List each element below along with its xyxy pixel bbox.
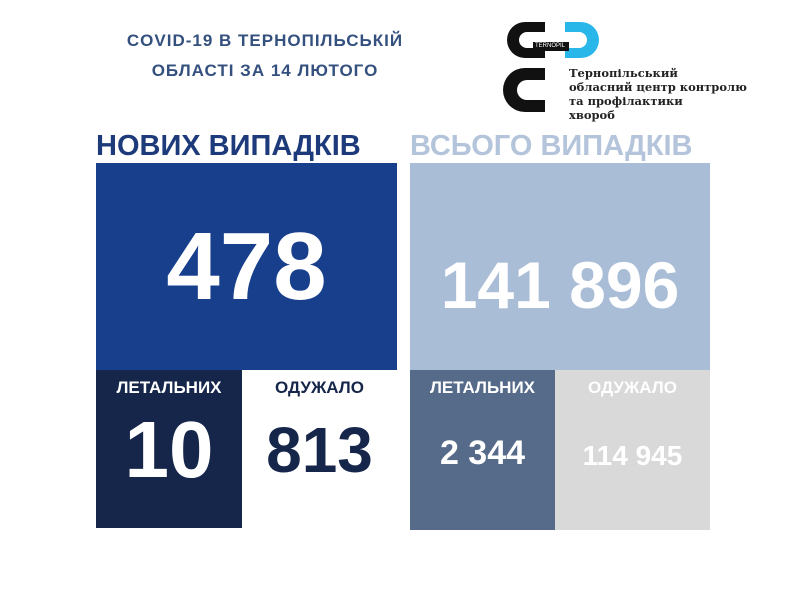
logo-badge: TERNOPIL <box>535 43 566 49</box>
new-deaths-value: 10 <box>124 405 214 494</box>
org-line: обласний центр контролю <box>569 80 747 94</box>
cdc-logo: TERNOPIL Тернопільський обласний центр к… <box>503 18 747 122</box>
new-recovered-panel: ОДУЖАЛО 813 <box>242 370 397 528</box>
new-recovered-value: 813 <box>266 414 373 486</box>
new-deaths-label: ЛЕТАЛЬНИХ <box>116 378 222 397</box>
org-line: Тернопільський <box>569 66 678 80</box>
org-name: Тернопільський обласний центр контролю т… <box>569 66 747 122</box>
cdc-logo-mark <box>503 22 599 112</box>
total-cases-value: 141 896 <box>410 163 710 370</box>
new-deaths-panel: ЛЕТАЛЬНИХ 10 <box>96 370 242 528</box>
new-cases-heading: НОВИХ ВИПАДКІВ <box>96 130 361 162</box>
org-line: хвороб <box>569 108 615 122</box>
total-recovered-label: ОДУЖАЛО <box>588 378 677 397</box>
total-recovered-panel: ОДУЖАЛО 114 945 <box>555 370 710 530</box>
total-cases-heading: ВСЬОГО ВИПАДКІВ <box>410 130 693 162</box>
page-title: COVID-19 В ТЕРНОПІЛЬСЬКІЙ ОБЛАСТІ ЗА 14 … <box>100 26 430 86</box>
title-line-2: ОБЛАСТІ ЗА 14 ЛЮТОГО <box>151 61 379 80</box>
total-deaths-value: 2 344 <box>439 434 526 472</box>
new-cases-value: 478 <box>96 163 397 370</box>
total-deaths-label: ЛЕТАЛЬНИХ <box>429 378 536 397</box>
new-recovered-label: ОДУЖАЛО <box>275 378 364 397</box>
title-line-1: COVID-19 В ТЕРНОПІЛЬСЬКІЙ <box>126 31 404 50</box>
total-deaths-panel: ЛЕТАЛЬНИХ 2 344 <box>410 370 555 530</box>
total-recovered-value: 114 945 <box>582 440 683 471</box>
org-line: та профілактики <box>569 94 683 108</box>
